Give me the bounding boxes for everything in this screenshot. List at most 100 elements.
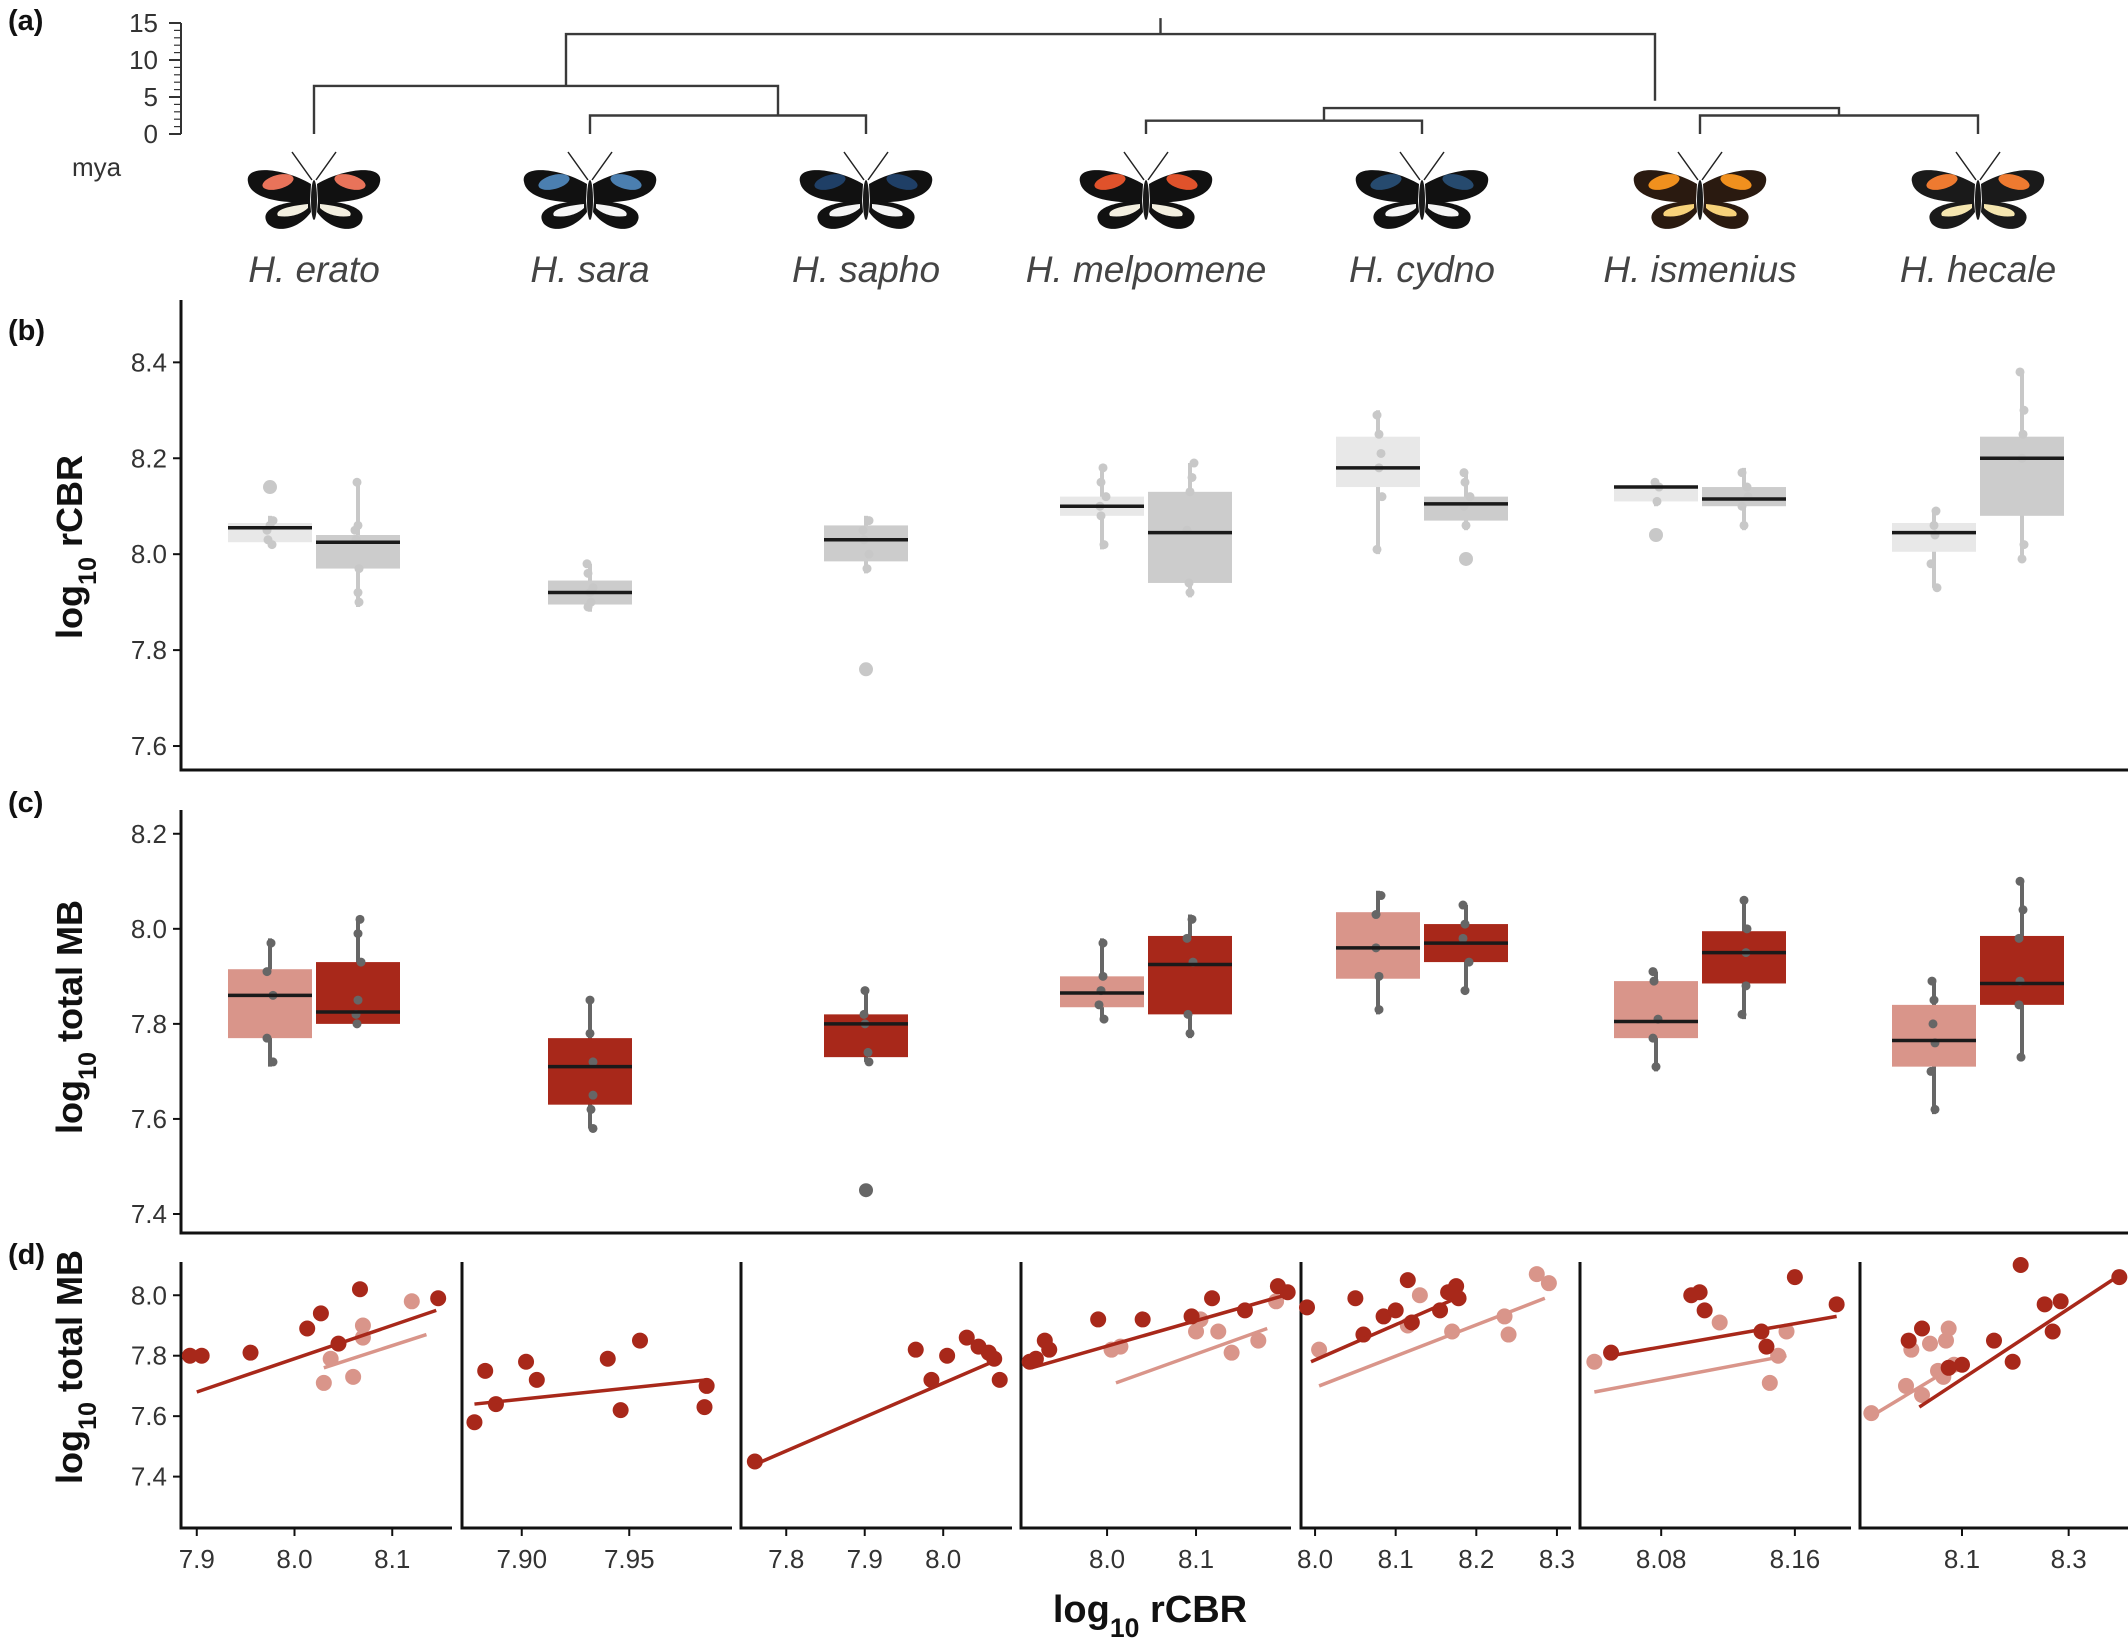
data-point xyxy=(1187,914,1197,924)
scatter-point xyxy=(2036,1296,2053,1313)
box-h-hecale-dark xyxy=(1980,876,2064,1062)
data-point xyxy=(588,1090,598,1100)
box-iqr xyxy=(1614,981,1698,1039)
data-point xyxy=(2018,905,2028,915)
data-point xyxy=(268,516,278,526)
scatter-point xyxy=(1914,1387,1930,1403)
box-h-sapho-dark xyxy=(824,515,908,677)
species-label: H. sapho xyxy=(792,249,940,290)
box-h-hecale-light xyxy=(1892,506,1976,593)
scatter-point xyxy=(181,1347,198,1364)
facet-axis-frame xyxy=(739,1262,1012,1530)
facet-h-sara: 7.90 7.95 xyxy=(460,1262,732,1574)
left-forewing-patch xyxy=(1926,174,1958,190)
rcbr-y-axis-label: log10 rCBR xyxy=(49,455,102,639)
data-point xyxy=(585,995,595,1005)
data-point xyxy=(1371,910,1381,920)
time-tick-label: 5 xyxy=(144,82,158,112)
total-mb-y-axis-label: log10 total MB xyxy=(49,900,102,1134)
x-tick-label: 8.0 xyxy=(925,1544,961,1574)
data-point xyxy=(1742,482,1752,492)
box-h-ismenius-dark xyxy=(1702,895,1786,1020)
data-point xyxy=(268,1057,278,1067)
data-point xyxy=(1189,458,1199,468)
data-point xyxy=(1649,976,1659,986)
data-point xyxy=(262,1033,272,1043)
species-label: H. cydno xyxy=(1349,249,1495,290)
data-point xyxy=(1737,468,1747,478)
data-point xyxy=(1460,919,1470,929)
box-h-melpomene-dark xyxy=(1148,458,1232,598)
left-hindwing-band xyxy=(1109,204,1140,217)
scatter-facets-panel: 7.47.67.88.07.9 8.0 8.1 7.90 7.95 7.8 7.9 8.0 8.… xyxy=(49,1250,2128,1641)
scatter-point xyxy=(1250,1332,1267,1349)
time-unit-label: mya xyxy=(72,152,122,182)
right-hindwing-band xyxy=(1428,204,1459,217)
x-tick-label: 8.1 xyxy=(374,1544,410,1574)
data-point xyxy=(1187,472,1197,482)
right-hindwing-band xyxy=(596,204,627,217)
scatter-point xyxy=(1586,1353,1603,1370)
time-tick-label: 15 xyxy=(129,8,158,38)
data-point xyxy=(356,957,366,967)
data-point xyxy=(864,549,874,559)
data-point xyxy=(1932,583,1942,593)
y-tick-label: 8.2 xyxy=(131,443,167,473)
scatter-point xyxy=(1387,1302,1404,1319)
scatter-point xyxy=(599,1350,616,1367)
data-point xyxy=(1927,976,1937,986)
data-point xyxy=(1185,1028,1195,1038)
scatter-y-axis-label: log10 total MB xyxy=(49,1250,102,1484)
antennae xyxy=(1123,151,1169,181)
data-point xyxy=(1465,492,1475,502)
scatter-point xyxy=(2012,1257,2029,1274)
scatter-point xyxy=(1898,1377,1914,1394)
right-forewing-patch xyxy=(1166,174,1198,190)
regression-line xyxy=(323,1332,427,1370)
scatter-point xyxy=(1311,1341,1328,1358)
left-forewing-patch xyxy=(538,174,570,190)
data-point xyxy=(586,1104,596,1114)
left-forewing-patch xyxy=(1370,174,1402,190)
right-forewing-patch xyxy=(1720,174,1752,190)
box-h-erato-light xyxy=(228,480,312,550)
right-forewing-patch xyxy=(610,174,642,190)
box-iqr xyxy=(1148,491,1232,583)
y-tick-label: 8.0 xyxy=(131,539,167,569)
data-point xyxy=(583,568,593,578)
data-point xyxy=(860,986,870,996)
box-h-melpomene-dark xyxy=(1148,914,1232,1039)
root-branch xyxy=(564,32,1657,101)
scatter-point xyxy=(1761,1374,1778,1391)
scatter-point xyxy=(1711,1314,1728,1331)
scatter-point xyxy=(923,1371,940,1388)
x-tick-label: 8.1 xyxy=(1178,1544,1214,1574)
right-hindwing-band xyxy=(320,204,351,217)
data-point xyxy=(1376,448,1386,458)
data-point xyxy=(1376,891,1386,901)
facet-axis-frame xyxy=(460,1262,732,1530)
scatter-point xyxy=(632,1332,648,1349)
x-tick-label: 8.1 xyxy=(1944,1544,1980,1574)
regression-line xyxy=(754,1357,1001,1467)
scatter-point xyxy=(1500,1326,1517,1343)
x-tick-label: 8.3 xyxy=(2051,1544,2087,1574)
erato-clade-branch xyxy=(312,84,780,134)
scatter-point xyxy=(1696,1302,1713,1319)
data-point xyxy=(1648,1033,1658,1043)
x-tick-label: 7.95 xyxy=(604,1544,655,1574)
left-hindwing-band xyxy=(277,204,308,217)
data-point xyxy=(352,1019,362,1029)
sara-sapho-branch xyxy=(588,114,868,134)
scatter-point xyxy=(528,1371,545,1388)
data-point xyxy=(1742,924,1752,934)
scatter-point xyxy=(1375,1308,1392,1325)
scatter-point xyxy=(1940,1320,1957,1337)
series-dark xyxy=(1299,1272,1467,1364)
facet-h-erato: 7.4 7.6 7.8 8.0 7.9 8.0 8.1 xyxy=(131,1262,452,1574)
scatter-point xyxy=(1411,1287,1428,1304)
left-hindwing-band xyxy=(1385,204,1416,217)
phylogeny-panel: 0 5 10 15 mya H. erato H. sara H. sapho H. mel… xyxy=(72,8,2056,290)
left-hindwing-band xyxy=(1941,204,1972,217)
species-label: H. melpomene xyxy=(1026,249,1267,290)
